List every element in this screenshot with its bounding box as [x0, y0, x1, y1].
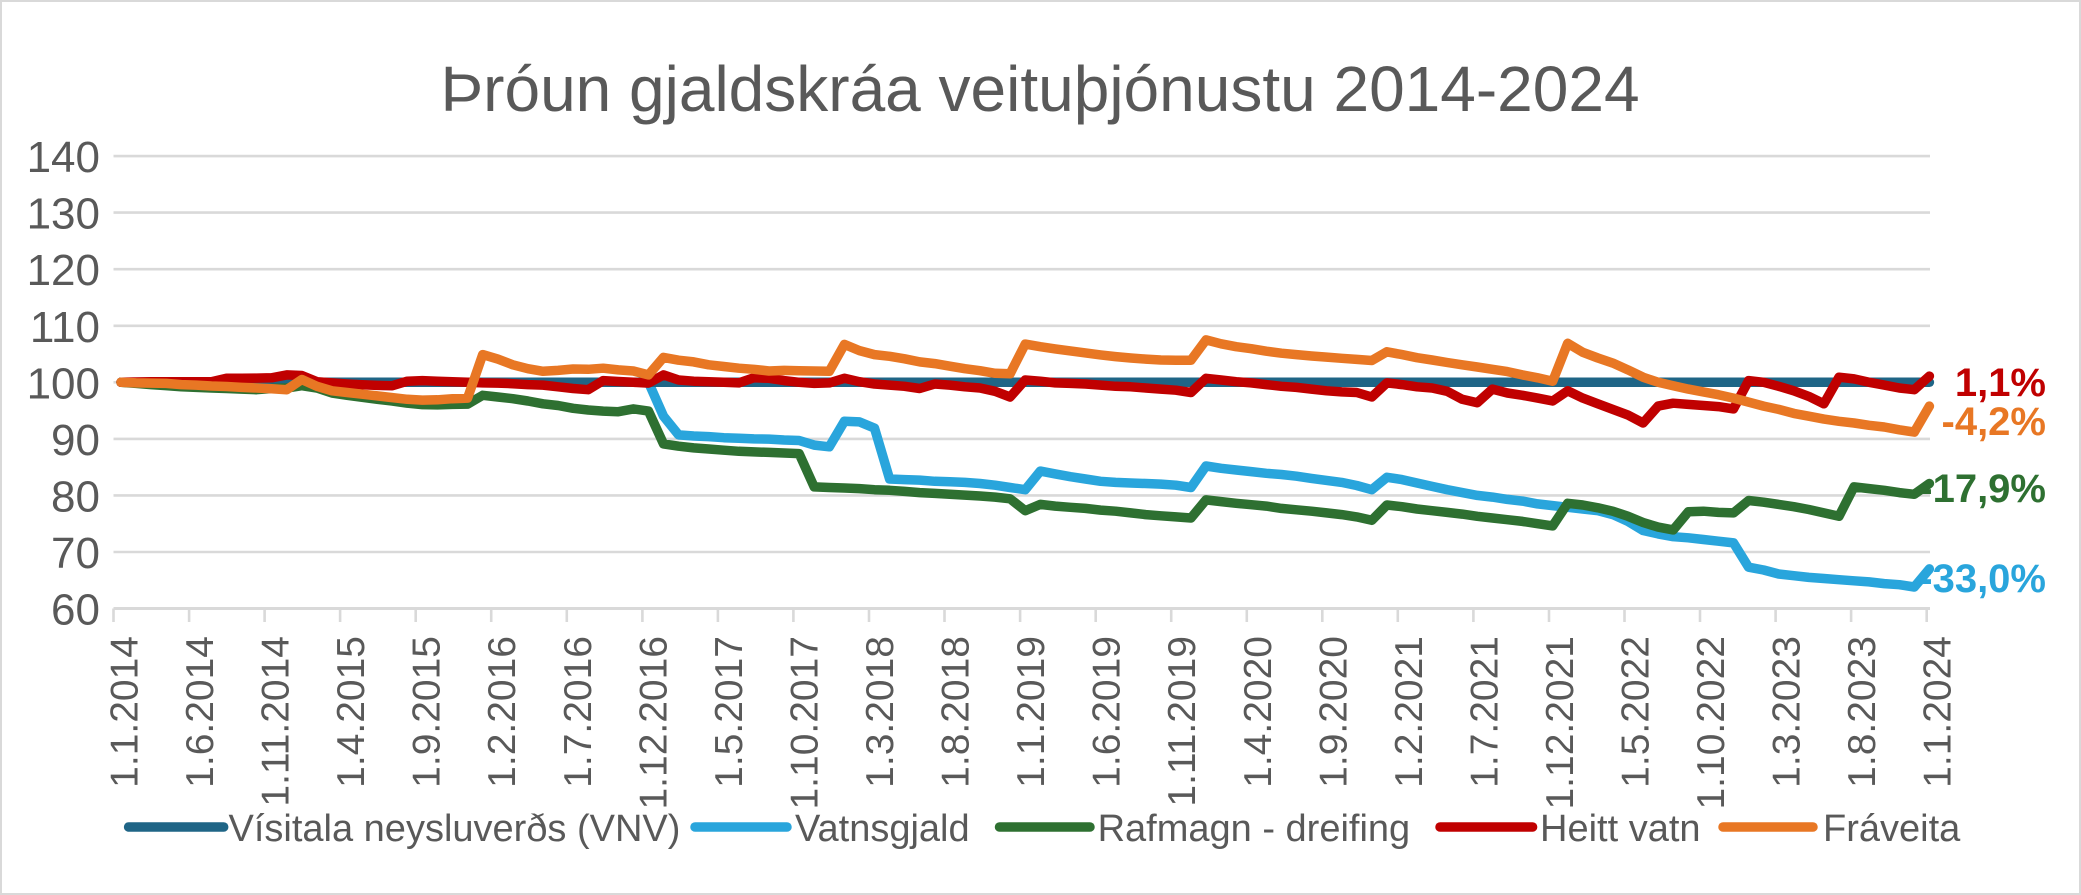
svg-text:Heitt vatn: Heitt vatn [1540, 808, 1701, 850]
svg-text:1.1.2019: 1.1.2019 [1010, 636, 1053, 788]
svg-text:Þróun gjaldskráa veituþjónustu: Þróun gjaldskráa veituþjónustu 2014-2024 [440, 53, 1639, 125]
svg-text:90: 90 [51, 416, 100, 465]
svg-text:Fráveita: Fráveita [1823, 808, 1961, 850]
svg-text:80: 80 [51, 472, 100, 521]
svg-text:1.9.2015: 1.9.2015 [406, 636, 449, 788]
svg-text:-4,2%: -4,2% [1942, 400, 2047, 444]
svg-text:1.12.2016: 1.12.2016 [632, 636, 675, 810]
svg-text:-17,9%: -17,9% [1919, 467, 2046, 511]
svg-text:1.11.2014: 1.11.2014 [255, 636, 298, 807]
svg-text:-33,0%: -33,0% [1919, 557, 2046, 601]
svg-text:1.1.2024: 1.1.2024 [1917, 636, 1960, 788]
svg-text:120: 120 [27, 246, 100, 295]
svg-text:100: 100 [27, 359, 100, 408]
svg-text:1.8.2018: 1.8.2018 [935, 636, 978, 788]
svg-text:1.7.2021: 1.7.2021 [1463, 636, 1506, 788]
svg-text:70: 70 [51, 529, 100, 578]
svg-text:1,1%: 1,1% [1955, 361, 2046, 405]
svg-text:1.9.2020: 1.9.2020 [1312, 636, 1355, 788]
svg-text:1.5.2022: 1.5.2022 [1615, 636, 1658, 788]
svg-text:1.4.2015: 1.4.2015 [330, 636, 373, 788]
svg-text:130: 130 [27, 190, 100, 239]
svg-text:1.7.2016: 1.7.2016 [557, 636, 600, 788]
svg-text:1.12.2021: 1.12.2021 [1539, 636, 1582, 810]
svg-text:1.6.2014: 1.6.2014 [179, 636, 222, 788]
svg-text:1.2.2021: 1.2.2021 [1388, 636, 1431, 788]
svg-text:1.10.2022: 1.10.2022 [1690, 636, 1733, 810]
svg-text:Rafmagn - dreifing: Rafmagn - dreifing [1098, 808, 1411, 850]
svg-text:1.3.2018: 1.3.2018 [859, 636, 902, 788]
svg-text:1.10.2017: 1.10.2017 [783, 636, 826, 810]
svg-text:1.11.2019: 1.11.2019 [1161, 636, 1204, 807]
svg-text:1.2.2016: 1.2.2016 [481, 636, 524, 788]
svg-text:1.4.2020: 1.4.2020 [1237, 636, 1280, 788]
svg-text:1.3.2023: 1.3.2023 [1766, 636, 1809, 788]
svg-text:140: 140 [27, 133, 100, 182]
svg-text:60: 60 [51, 586, 100, 635]
svg-text:Vatnsgjald: Vatnsgjald [795, 808, 970, 850]
svg-text:1.8.2023: 1.8.2023 [1841, 636, 1884, 788]
svg-text:Vísitala neysluverðs (VNV): Vísitala neysluverðs (VNV) [229, 808, 681, 850]
svg-text:110: 110 [30, 303, 100, 352]
svg-text:1.5.2017: 1.5.2017 [708, 636, 751, 788]
svg-text:1.6.2019: 1.6.2019 [1086, 636, 1129, 788]
svg-text:1.1.2014: 1.1.2014 [104, 636, 147, 788]
